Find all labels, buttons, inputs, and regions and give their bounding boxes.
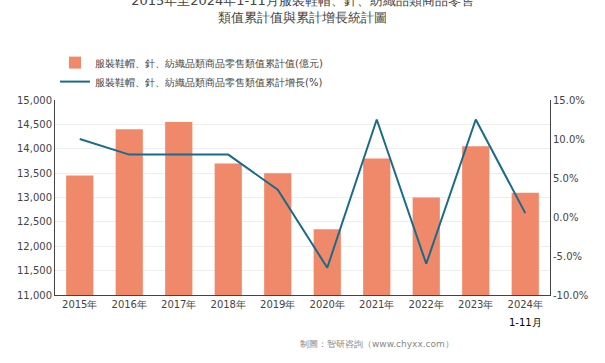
- svg-text:12,500: 12,500: [17, 216, 52, 227]
- svg-text:2017年: 2017年: [161, 299, 196, 310]
- svg-text:2018年: 2018年: [211, 299, 246, 310]
- svg-text:5.0%: 5.0%: [553, 173, 578, 184]
- svg-text:2020年: 2020年: [310, 299, 345, 310]
- svg-text:14,000: 14,000: [17, 143, 52, 154]
- svg-text:2015年: 2015年: [62, 299, 97, 310]
- svg-text:15,000: 15,000: [17, 95, 52, 106]
- svg-text:14,500: 14,500: [17, 119, 52, 130]
- svg-text:12,000: 12,000: [17, 241, 52, 252]
- svg-text:0.0%: 0.0%: [553, 212, 578, 223]
- svg-text:2023年: 2023年: [458, 299, 493, 310]
- svg-text:15.0%: 15.0%: [553, 95, 585, 106]
- svg-text:11,500: 11,500: [17, 265, 52, 276]
- svg-text:10.0%: 10.0%: [553, 134, 585, 145]
- svg-text:2024年: 2024年: [508, 299, 543, 310]
- svg-text:1-11月: 1-11月: [509, 317, 542, 328]
- svg-text:2022年: 2022年: [409, 299, 444, 310]
- svg-text:13,000: 13,000: [17, 192, 52, 203]
- svg-text:2015年至2024年1-11月服裝鞋帽、針、紡織品類商品零: 2015年至2024年1-11月服裝鞋帽、針、紡織品類商品零售類值累計值與累計增…: [131, 0, 474, 25]
- svg-text:服裝鞋帽、針、紡織品類商品零售類值累計增長(%): 服裝鞋帽、針、紡織品類商品零售類值累計增長(%): [95, 77, 322, 88]
- svg-text:-10.0%: -10.0%: [553, 290, 588, 301]
- svg-text:-5.0%: -5.0%: [553, 251, 582, 262]
- svg-text:2021年: 2021年: [359, 299, 394, 310]
- svg-text:制圖：智研咨詢（www.chyxx.com）: 制圖：智研咨詢（www.chyxx.com）: [300, 339, 454, 349]
- svg-text:服裝鞋帽、針、紡織品類商品零售類值累計值(億元): 服裝鞋帽、針、紡織品類商品零售類值累計值(億元): [95, 58, 323, 69]
- svg-text:11,000: 11,000: [17, 290, 52, 301]
- svg-text:2019年: 2019年: [260, 299, 295, 310]
- svg-text:2016年: 2016年: [112, 299, 147, 310]
- svg-text:13,500: 13,500: [17, 168, 52, 179]
